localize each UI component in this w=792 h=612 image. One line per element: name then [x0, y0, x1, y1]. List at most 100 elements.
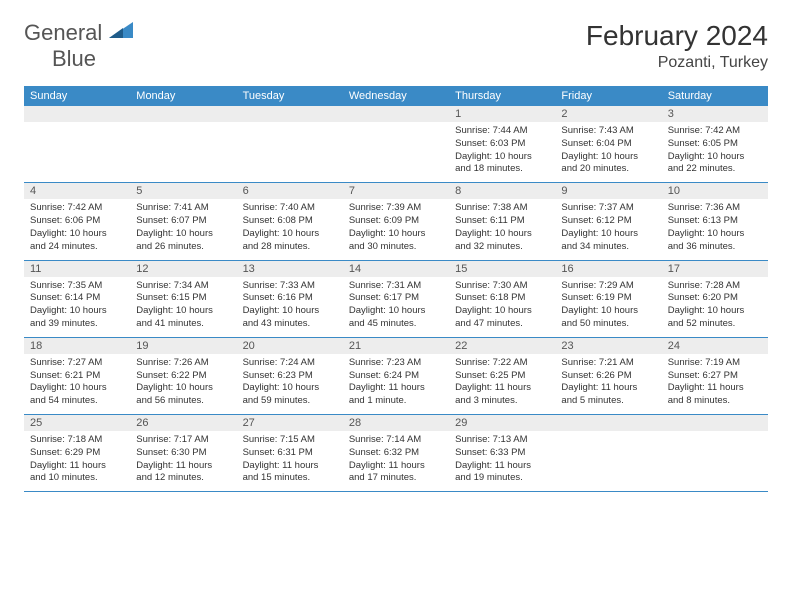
- day-number: 29: [449, 415, 555, 431]
- daylight-text: Daylight: 10 hours and 50 minutes.: [561, 305, 655, 331]
- day-cell: Sunrise: 7:13 AMSunset: 6:33 PMDaylight:…: [449, 431, 555, 491]
- day-header: Wednesday: [343, 86, 449, 106]
- day-number: [237, 106, 343, 122]
- daynum-row: 123: [24, 106, 768, 122]
- day-number: 24: [662, 338, 768, 354]
- sunset-text: Sunset: 6:17 PM: [349, 292, 443, 305]
- sunset-text: Sunset: 6:06 PM: [30, 215, 124, 228]
- day-number: [130, 106, 236, 122]
- day-header: Monday: [130, 86, 236, 106]
- sunrise-text: Sunrise: 7:34 AM: [136, 280, 230, 293]
- sunset-text: Sunset: 6:14 PM: [30, 292, 124, 305]
- daylight-text: Daylight: 11 hours and 8 minutes.: [668, 382, 762, 408]
- sunrise-text: Sunrise: 7:33 AM: [243, 280, 337, 293]
- logo-word2: Blue: [52, 46, 96, 71]
- daylight-text: Daylight: 10 hours and 41 minutes.: [136, 305, 230, 331]
- daylight-text: Daylight: 10 hours and 59 minutes.: [243, 382, 337, 408]
- day-number: 5: [130, 183, 236, 199]
- day-number: 23: [555, 338, 661, 354]
- day-cell: Sunrise: 7:43 AMSunset: 6:04 PMDaylight:…: [555, 122, 661, 182]
- sunrise-text: Sunrise: 7:44 AM: [455, 125, 549, 138]
- sunrise-text: Sunrise: 7:27 AM: [30, 357, 124, 370]
- sunrise-text: Sunrise: 7:41 AM: [136, 202, 230, 215]
- day-cell: Sunrise: 7:44 AMSunset: 6:03 PMDaylight:…: [449, 122, 555, 182]
- daylight-text: Daylight: 10 hours and 43 minutes.: [243, 305, 337, 331]
- daylight-text: Daylight: 11 hours and 19 minutes.: [455, 460, 549, 486]
- sunrise-text: Sunrise: 7:38 AM: [455, 202, 549, 215]
- day-cell: Sunrise: 7:36 AMSunset: 6:13 PMDaylight:…: [662, 199, 768, 259]
- day-cell: Sunrise: 7:38 AMSunset: 6:11 PMDaylight:…: [449, 199, 555, 259]
- day-number: 27: [237, 415, 343, 431]
- sunrise-text: Sunrise: 7:43 AM: [561, 125, 655, 138]
- day-number: 6: [237, 183, 343, 199]
- sunset-text: Sunset: 6:05 PM: [668, 138, 762, 151]
- day-cell: Sunrise: 7:22 AMSunset: 6:25 PMDaylight:…: [449, 354, 555, 414]
- sunset-text: Sunset: 6:32 PM: [349, 447, 443, 460]
- week-row: Sunrise: 7:42 AMSunset: 6:06 PMDaylight:…: [24, 199, 768, 260]
- day-number: 19: [130, 338, 236, 354]
- location: Pozanti, Turkey: [586, 54, 768, 72]
- day-number: 11: [24, 261, 130, 277]
- day-number: 18: [24, 338, 130, 354]
- sunrise-text: Sunrise: 7:35 AM: [30, 280, 124, 293]
- daylight-text: Daylight: 11 hours and 12 minutes.: [136, 460, 230, 486]
- logo-triangle-icon: [109, 22, 133, 40]
- sunrise-text: Sunrise: 7:26 AM: [136, 357, 230, 370]
- day-cell: Sunrise: 7:21 AMSunset: 6:26 PMDaylight:…: [555, 354, 661, 414]
- day-number: 26: [130, 415, 236, 431]
- day-cell: Sunrise: 7:42 AMSunset: 6:06 PMDaylight:…: [24, 199, 130, 259]
- daylight-text: Daylight: 10 hours and 24 minutes.: [30, 228, 124, 254]
- daylight-text: Daylight: 10 hours and 18 minutes.: [455, 151, 549, 177]
- day-number: 10: [662, 183, 768, 199]
- sunrise-text: Sunrise: 7:42 AM: [30, 202, 124, 215]
- header: General Blue February 2024 Pozanti, Turk…: [24, 20, 768, 72]
- sunset-text: Sunset: 6:04 PM: [561, 138, 655, 151]
- day-number: 28: [343, 415, 449, 431]
- sunset-text: Sunset: 6:27 PM: [668, 370, 762, 383]
- day-number: 15: [449, 261, 555, 277]
- daynum-row: 45678910: [24, 183, 768, 199]
- sunrise-text: Sunrise: 7:37 AM: [561, 202, 655, 215]
- day-number: 17: [662, 261, 768, 277]
- day-cell: Sunrise: 7:42 AMSunset: 6:05 PMDaylight:…: [662, 122, 768, 182]
- sunset-text: Sunset: 6:13 PM: [668, 215, 762, 228]
- sunset-text: Sunset: 6:25 PM: [455, 370, 549, 383]
- logo-text: General Blue: [24, 20, 133, 72]
- sunrise-text: Sunrise: 7:39 AM: [349, 202, 443, 215]
- sunrise-text: Sunrise: 7:18 AM: [30, 434, 124, 447]
- day-number: [662, 415, 768, 431]
- day-number: 21: [343, 338, 449, 354]
- daylight-text: Daylight: 11 hours and 15 minutes.: [243, 460, 337, 486]
- daylight-text: Daylight: 10 hours and 36 minutes.: [668, 228, 762, 254]
- sunrise-text: Sunrise: 7:15 AM: [243, 434, 337, 447]
- sunrise-text: Sunrise: 7:13 AM: [455, 434, 549, 447]
- sunset-text: Sunset: 6:09 PM: [349, 215, 443, 228]
- daylight-text: Daylight: 10 hours and 20 minutes.: [561, 151, 655, 177]
- day-number: 12: [130, 261, 236, 277]
- day-number: 8: [449, 183, 555, 199]
- sunset-text: Sunset: 6:16 PM: [243, 292, 337, 305]
- daylight-text: Daylight: 11 hours and 17 minutes.: [349, 460, 443, 486]
- sunset-text: Sunset: 6:08 PM: [243, 215, 337, 228]
- daylight-text: Daylight: 10 hours and 22 minutes.: [668, 151, 762, 177]
- day-cell: Sunrise: 7:28 AMSunset: 6:20 PMDaylight:…: [662, 277, 768, 337]
- day-number: 4: [24, 183, 130, 199]
- day-cell: Sunrise: 7:41 AMSunset: 6:07 PMDaylight:…: [130, 199, 236, 259]
- sunrise-text: Sunrise: 7:40 AM: [243, 202, 337, 215]
- daynum-row: 2526272829: [24, 415, 768, 431]
- day-cell: Sunrise: 7:23 AMSunset: 6:24 PMDaylight:…: [343, 354, 449, 414]
- sunset-text: Sunset: 6:22 PM: [136, 370, 230, 383]
- day-number: [24, 106, 130, 122]
- daylight-text: Daylight: 11 hours and 1 minute.: [349, 382, 443, 408]
- day-cell: Sunrise: 7:24 AMSunset: 6:23 PMDaylight:…: [237, 354, 343, 414]
- sunrise-text: Sunrise: 7:14 AM: [349, 434, 443, 447]
- sunset-text: Sunset: 6:19 PM: [561, 292, 655, 305]
- day-number: [343, 106, 449, 122]
- day-number: 9: [555, 183, 661, 199]
- logo-word1: General: [24, 20, 102, 45]
- sunset-text: Sunset: 6:31 PM: [243, 447, 337, 460]
- daylight-text: Daylight: 10 hours and 52 minutes.: [668, 305, 762, 331]
- daynum-row: 11121314151617: [24, 261, 768, 277]
- sunrise-text: Sunrise: 7:28 AM: [668, 280, 762, 293]
- daylight-text: Daylight: 10 hours and 26 minutes.: [136, 228, 230, 254]
